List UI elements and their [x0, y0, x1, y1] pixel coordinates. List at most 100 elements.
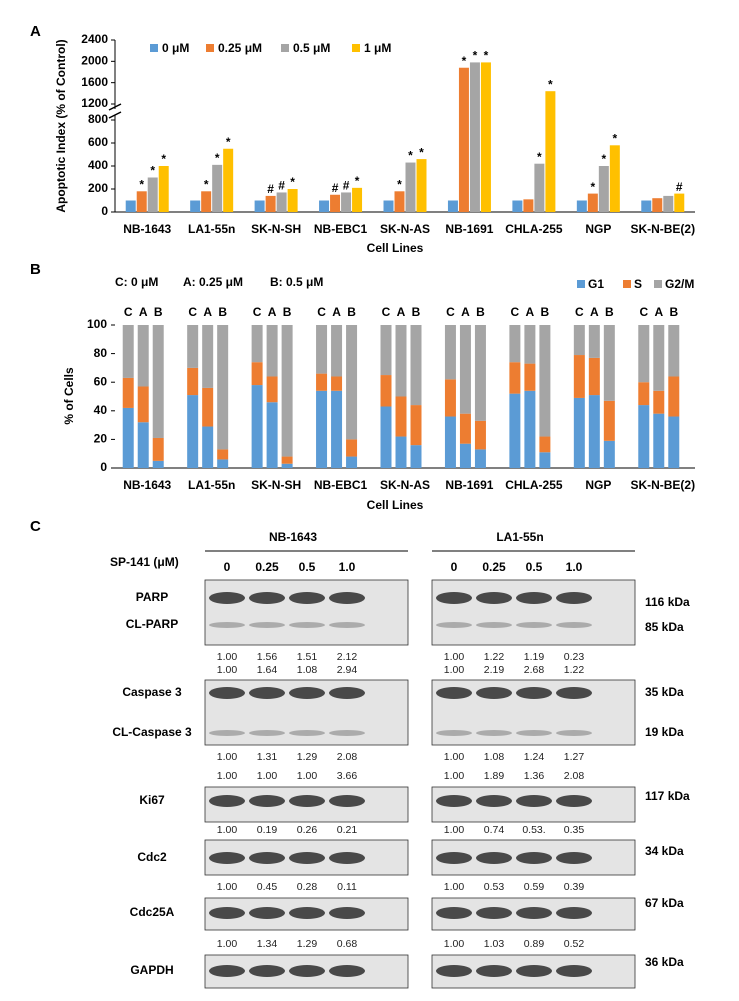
legend-swatch [352, 44, 360, 52]
quantification: 1.29 [297, 751, 318, 763]
band [476, 965, 512, 977]
cell-line-label: LA1-55n [496, 530, 543, 544]
quantification: 0.26 [297, 824, 318, 836]
quantification: 1.00 [217, 881, 238, 893]
bar [469, 62, 480, 213]
sub-label: A [268, 305, 277, 319]
legend-label: G1 [588, 277, 604, 291]
band [209, 907, 245, 919]
bar [319, 200, 330, 212]
bar-segment [137, 422, 149, 468]
x-tick-label: LA1-55n [188, 478, 235, 492]
dose-label: SP-141 (μM) [110, 555, 179, 569]
bar-segment [251, 385, 263, 468]
bar-segment [202, 325, 214, 388]
band [476, 592, 512, 604]
bar-segment [459, 413, 471, 444]
band [249, 795, 285, 807]
quantification: 1.64 [257, 664, 278, 676]
sub-label: C [382, 305, 391, 319]
quantification: 1.00 [297, 770, 318, 782]
x-axis-title: Cell Lines [367, 241, 424, 255]
significance-marker: # [278, 179, 285, 193]
y-tick-label: 80 [94, 346, 108, 360]
quantification: 1.00 [217, 824, 238, 836]
quantification: 0.68 [337, 938, 358, 950]
significance-marker: * [290, 175, 295, 189]
significance-marker: * [590, 180, 595, 194]
bar-segment [187, 395, 199, 468]
band [516, 687, 552, 699]
quantification: 0.45 [257, 881, 278, 893]
axis-break [108, 111, 122, 119]
dose: 0.25 [255, 560, 279, 574]
bar [652, 198, 663, 212]
bar-segment [603, 325, 615, 401]
size-label: 35 kDa [645, 685, 684, 699]
bar-segment [202, 426, 214, 468]
bar-segment [316, 390, 328, 468]
bar-segment [444, 416, 456, 468]
y-tick-label: 20 [94, 432, 108, 446]
x-tick-label: NB-1691 [445, 222, 493, 236]
quantification: 1.51 [297, 651, 318, 663]
x-tick-label: NB-1691 [445, 478, 493, 492]
quantification: 1.22 [484, 651, 505, 663]
bar [125, 200, 136, 212]
bar-segment [122, 325, 134, 378]
dose: 0.5 [526, 560, 543, 574]
quantification: 1.22 [564, 664, 585, 676]
sub-label: B [669, 305, 678, 319]
bar [201, 191, 212, 212]
x-tick-label: SK-N-SH [251, 478, 301, 492]
significance-marker: * [139, 177, 144, 191]
significance-marker: * [161, 152, 166, 166]
band [249, 852, 285, 864]
quantification: 1.03 [484, 938, 505, 950]
sub-label: A [590, 305, 599, 319]
dose-key: A: 0.25 μM [183, 275, 243, 289]
bar-segment [474, 325, 486, 421]
significance-marker: * [215, 151, 220, 165]
sub-label: A [397, 305, 406, 319]
dose-key: B: 0.5 μM [270, 275, 323, 289]
band [556, 852, 592, 864]
bar-segment [410, 405, 422, 446]
legend-label: 0 μM [162, 41, 189, 55]
bar-segment [524, 390, 536, 468]
bar-segment [395, 325, 407, 397]
quantification: 0.53 [484, 881, 505, 893]
significance-marker: * [462, 54, 467, 68]
quantification: 1.00 [217, 651, 238, 663]
x-tick-label: NB-1643 [123, 478, 171, 492]
protein-label: CL-PARP [126, 617, 178, 631]
bar-segment [380, 325, 392, 376]
quantification: 1.29 [297, 938, 318, 950]
band [329, 852, 365, 864]
bar [523, 199, 534, 212]
x-tick-label: NGP [585, 222, 611, 236]
quantification: 1.00 [444, 751, 465, 763]
y-tick-label: 800 [88, 112, 108, 126]
protein-label: Caspase 3 [122, 685, 182, 699]
quantification: 1.56 [257, 651, 278, 663]
bar-segment [251, 362, 263, 386]
size-label: 85 kDa [645, 620, 684, 634]
size-label: 19 kDa [645, 725, 684, 739]
bar-segment [539, 325, 551, 437]
bar [598, 166, 609, 212]
quantification: 0.35 [564, 824, 585, 836]
bar-segment [573, 355, 585, 398]
bar-segment [137, 386, 149, 423]
sub-label: C [188, 305, 197, 319]
y-tick-label: 200 [88, 181, 108, 195]
y-tick-label: 600 [88, 135, 108, 149]
legend-swatch [281, 44, 289, 52]
significance-marker: * [204, 177, 209, 191]
bar-segment [588, 325, 600, 358]
band [329, 592, 365, 604]
bar [287, 189, 298, 212]
bar [158, 166, 169, 212]
x-tick-label: SK-N-SH [251, 222, 301, 236]
bar-segment [588, 357, 600, 396]
